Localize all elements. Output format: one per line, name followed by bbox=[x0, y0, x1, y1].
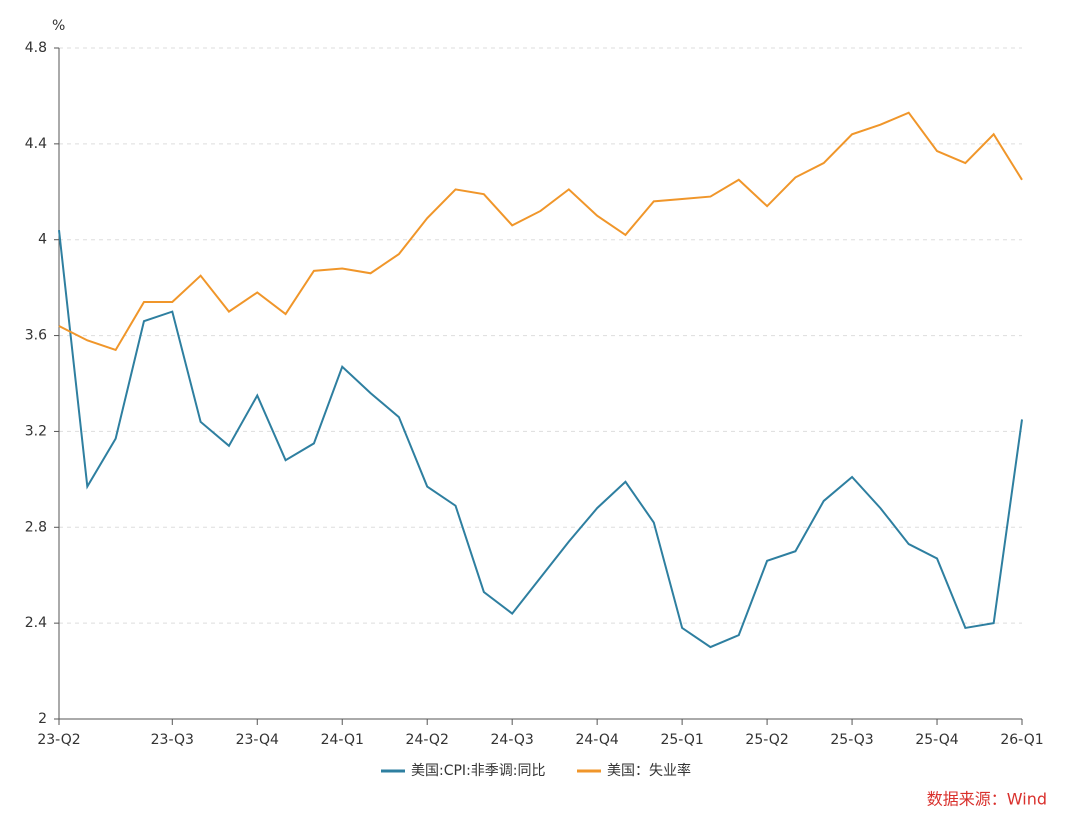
y-tick-label: 2.8 bbox=[25, 519, 47, 535]
x-tick-label: 25-Q2 bbox=[745, 732, 788, 748]
data-line bbox=[58, 111, 1023, 352]
source: 数据来源：Wind bbox=[927, 790, 1047, 809]
y-tick-label: 3.2 bbox=[25, 423, 47, 439]
x-tick-label: 24-Q4 bbox=[575, 732, 618, 748]
x-tick-label: 25-Q4 bbox=[915, 732, 958, 748]
x-tick-label: 24-Q3 bbox=[491, 732, 534, 748]
x-tick-label: 25-Q3 bbox=[830, 732, 873, 748]
x-tick-label: 23-Q2 bbox=[37, 732, 80, 748]
y-tick-label: 2 bbox=[38, 711, 47, 727]
legend-label: 美国:CPI:非季调:同比 bbox=[411, 763, 546, 779]
y-tick-label: 4 bbox=[38, 232, 47, 248]
y-tick-label: 2.4 bbox=[25, 615, 47, 631]
x-tick-label: 26-Q1 bbox=[1000, 732, 1043, 748]
x-tick-label: 23-Q3 bbox=[151, 732, 194, 748]
data-line bbox=[58, 230, 1023, 649]
y-unit: % bbox=[52, 18, 65, 34]
x-tick-label: 24-Q2 bbox=[406, 732, 449, 748]
legend-label: 美国：失业率 bbox=[607, 762, 691, 779]
y-tick-label: 3.6 bbox=[25, 328, 47, 344]
x-tick-label: 25-Q1 bbox=[660, 732, 703, 748]
x-tick-label: 23-Q4 bbox=[236, 732, 279, 748]
y-tick-label: 4.4 bbox=[25, 136, 47, 152]
x-tick-label: 24-Q1 bbox=[321, 732, 364, 748]
y-tick-label: 4.8 bbox=[25, 40, 47, 56]
